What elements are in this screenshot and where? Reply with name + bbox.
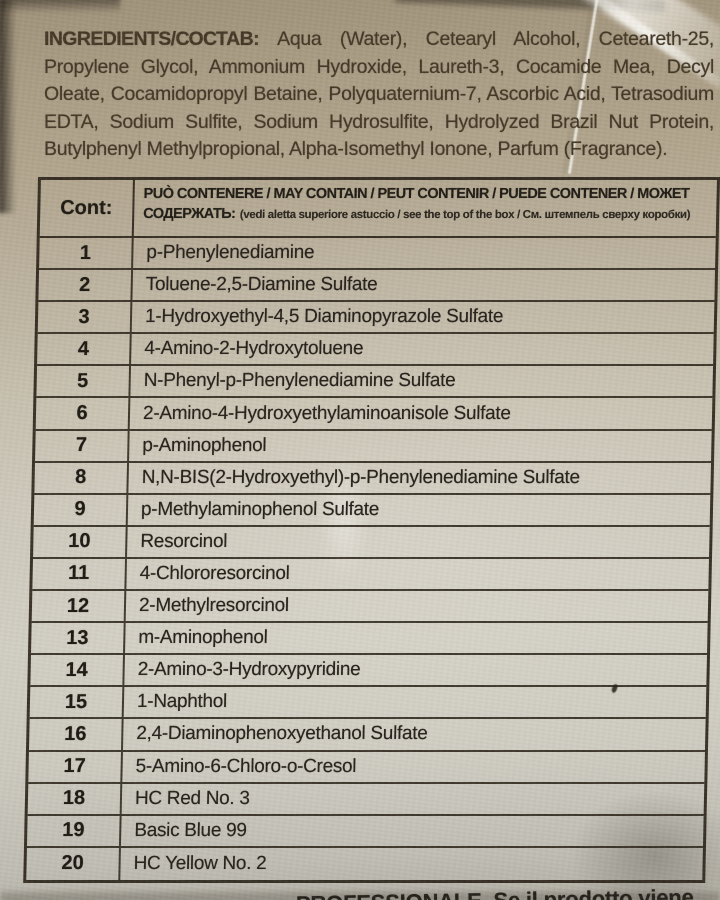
table-row: 2 Toluene-2,5-Diamine Sulfate (38, 270, 716, 303)
may-contain-table: Cont: PUÒ CONTENERE / MAY CONTAIN / PEUT… (23, 177, 720, 883)
row-ingredient: HC Red No. 3 (134, 787, 250, 809)
row-number: 14 (30, 655, 125, 686)
bottom-clipped-text: PROFESSIONALE. Se il prodotto viene (296, 885, 694, 900)
row-number: 2 (38, 270, 134, 301)
table-row: 10 Resorcinol (32, 526, 710, 559)
row-number: 6 (35, 398, 131, 429)
table-row: 7 p-Aminophenol (35, 430, 712, 463)
row-number: 9 (33, 494, 129, 525)
row-ingredient: N,N-BIS(2-Hydroxyethyl)-p-Phenylenediami… (141, 466, 580, 488)
row-number: 13 (31, 623, 126, 654)
table-row: 13 m-Aminophenol (30, 623, 708, 656)
row-ingredient: 1-Hydroxyethyl-4,5 Diaminopyrazole Sulfa… (144, 306, 504, 328)
table-row: 8 N,N-BIS(2-Hydroxyethyl)-p-Phenylenediam… (34, 462, 712, 495)
table-row: 20 HC Yellow No. 2 (26, 847, 703, 880)
row-number: 7 (35, 430, 130, 461)
ingredients-paragraph: INGREDIENTS/СОСТАВ: Aqua (Water), Cetear… (44, 26, 714, 164)
row-number: 4 (37, 334, 132, 365)
table-row: 6 2-Amino-4-Hydroxyethylaminoanisole Sulf… (35, 398, 713, 431)
row-number: 17 (28, 751, 123, 782)
row-number: 16 (29, 719, 124, 750)
row-number: 20 (26, 847, 121, 880)
row-number: 8 (34, 462, 130, 493)
shadow-bottom-right-corner (570, 790, 720, 900)
table-row: 15 1-Naphthol (29, 687, 707, 720)
table-row: 3 1-Hydroxyethyl-4,5 Diaminopyrazole Sulf… (37, 302, 715, 335)
table-row: 11 4-Chlororesorcinol (32, 558, 709, 592)
row-number: 15 (29, 687, 125, 718)
ingredients-line: Propylene Glycol, Ammonium Hydroxide, La… (44, 55, 714, 78)
row-ingredient: Resorcinol (140, 530, 228, 552)
glare-spot (318, 452, 370, 582)
table-row: 19 Basic Blue 99 (26, 815, 704, 848)
table-row: 18 HC Red No. 3 (27, 783, 705, 816)
table-row: 9 p-Methylaminophenol Sulfate (33, 494, 711, 527)
row-number: 18 (27, 783, 123, 814)
row-ingredient: HC Yellow No. 2 (133, 852, 267, 874)
row-ingredient: 1-Naphthol (136, 691, 228, 713)
may-contain-header-cell: PUÒ CONTENERE / MAY CONTAIN / PEUT CONTE… (134, 180, 717, 236)
table-row: 14 2-Amino-3-Hydroxypyridine (30, 655, 707, 688)
row-ingredient: 5-Amino-6-Chloro-o-Cresol (135, 755, 357, 777)
table-row: 12 2-Methylresorcinol (31, 591, 709, 624)
row-ingredient: 4-Amino-2-Hydroxytoluene (144, 338, 364, 360)
row-ingredient: p-Phenylenediamine (146, 242, 315, 264)
row-ingredient: 2,4-Diaminophenoxyethanol Sulfate (136, 723, 428, 745)
row-ingredient: 2-Methylresorcinol (138, 595, 290, 617)
may-contain-title-line1: PUÒ CONTENERE / MAY CONTAIN / PEUT CONTE… (143, 186, 690, 202)
may-contain-note: (vedi aletta superiore astuccio / see th… (239, 208, 691, 221)
row-number: 11 (32, 558, 127, 590)
ingredients-line: EDTA, Sodium Sulfite, Sodium Hydrosulfit… (44, 110, 714, 133)
row-number: 10 (33, 526, 128, 557)
row-number: 3 (37, 302, 133, 333)
row-ingredient: 4-Chlororesorcinol (139, 562, 290, 584)
may-contain-title-line2: СОДЕРЖАТЬ: (vedi aletta superiore astucc… (143, 204, 712, 225)
cont-header-cell: Cont: (39, 180, 135, 236)
table-header-row: Cont: PUÒ CONTENERE / MAY CONTAIN / PEUT… (39, 180, 717, 238)
table-row: 5 N-Phenyl-p-Phenylenediamine Sulfate (36, 366, 714, 399)
row-ingredient: Toluene-2,5-Diamine Sulfate (145, 274, 378, 296)
ingredients-line: Oleate, Cocamidopropyl Betaine, Polyquat… (44, 83, 714, 106)
shadow-top-left-corner (0, 0, 120, 13)
row-ingredient: m-Aminophenol (138, 627, 268, 649)
row-ingredient: 2-Amino-4-Hydroxyethylaminoanisole Sulfa… (142, 402, 511, 424)
may-contain-title-line2-bold: СОДЕРЖАТЬ: (143, 205, 236, 222)
row-number: 19 (26, 815, 122, 846)
row-ingredient: 2-Amino-3-Hydroxypyridine (137, 659, 361, 681)
table-row: 1 p-Phenylenediamine (39, 238, 716, 271)
row-ingredient: p-Aminophenol (142, 434, 267, 456)
row-ingredient: N-Phenyl-p-Phenylenediamine Sulfate (143, 370, 456, 392)
table-row: 16 2,4-Diaminophenoxyethanol Sulfate (28, 719, 706, 752)
table-body: 1 p-Phenylenediamine 2 Toluene-2,5-Diamine … (26, 238, 716, 880)
row-ingredient: p-Methylaminophenol Sulfate (140, 498, 380, 520)
table-row: 17 5-Amino-6-Chloro-o-Cresol (28, 751, 705, 784)
ingredients-line: Butylphenyl Methylpropional, Alpha-Isome… (44, 138, 668, 161)
ingredients-line: INGREDIENTS/СОСТАВ: Aqua (Water), Cetear… (44, 28, 714, 50)
row-number: 1 (39, 238, 134, 269)
ingredients-label: INGREDIENTS/СОСТАВ: (44, 28, 278, 50)
table-row: 4 4-Amino-2-Hydroxytoluene (37, 334, 714, 367)
row-ingredient: Basic Blue 99 (134, 819, 247, 841)
shadow-left-edge (0, 0, 16, 213)
row-number: 5 (36, 366, 132, 397)
shadow-bottom-edge (0, 892, 720, 900)
row-number: 12 (31, 591, 127, 622)
